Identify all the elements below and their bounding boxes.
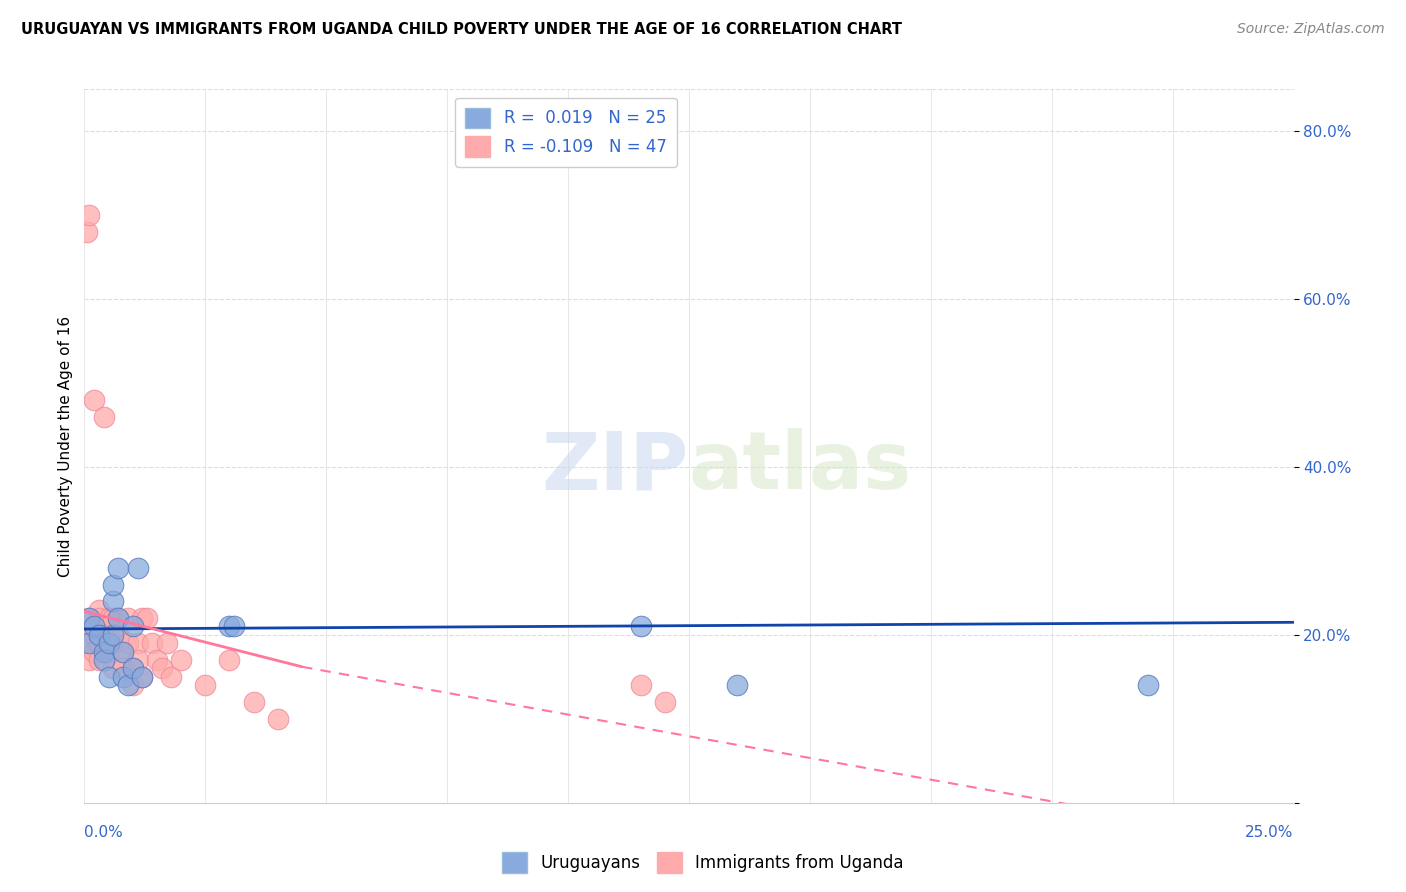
Point: [97, 628, 120, 642]
Point: [93, 628, 115, 642]
Text: 0.0%: 0.0%: [84, 825, 124, 839]
Point: [97, 636, 120, 650]
Point: [87, 603, 110, 617]
Text: ZIP: ZIP: [541, 428, 689, 507]
Point: [76, 225, 98, 239]
Point: [117, 611, 139, 625]
Point: [97, 611, 120, 625]
Point: [112, 670, 135, 684]
Point: [77, 653, 100, 667]
Text: Source: ZipAtlas.com: Source: ZipAtlas.com: [1237, 22, 1385, 37]
Point: [141, 636, 163, 650]
Point: [93, 409, 115, 424]
Point: [103, 611, 125, 625]
Point: [218, 653, 240, 667]
Point: [103, 628, 125, 642]
Point: [93, 645, 115, 659]
Point: [242, 695, 264, 709]
Point: [107, 611, 129, 625]
Point: [83, 619, 105, 633]
Point: [97, 645, 120, 659]
Point: [117, 678, 139, 692]
Point: [103, 577, 125, 591]
Point: [77, 611, 100, 625]
Y-axis label: Child Poverty Under the Age of 16: Child Poverty Under the Age of 16: [58, 316, 73, 576]
Text: URUGUAYAN VS IMMIGRANTS FROM UGANDA CHILD POVERTY UNDER THE AGE OF 16 CORRELATIO: URUGUAYAN VS IMMIGRANTS FROM UGANDA CHIL…: [21, 22, 903, 37]
Point: [87, 611, 110, 625]
Point: [725, 678, 748, 692]
Point: [103, 661, 125, 675]
Point: [127, 636, 149, 650]
Point: [218, 619, 240, 633]
Point: [87, 619, 110, 633]
Point: [112, 645, 135, 659]
Point: [93, 645, 115, 659]
Point: [1137, 678, 1160, 692]
Point: [155, 636, 177, 650]
Point: [87, 653, 110, 667]
Point: [87, 636, 110, 650]
Point: [170, 653, 193, 667]
Point: [77, 636, 100, 650]
Legend: R =  0.019   N = 25, R = -0.109   N = 47: R = 0.019 N = 25, R = -0.109 N = 47: [456, 97, 676, 167]
Point: [97, 670, 120, 684]
Point: [127, 560, 149, 574]
Point: [654, 695, 676, 709]
Point: [77, 208, 100, 222]
Point: [160, 670, 183, 684]
Point: [83, 645, 105, 659]
Point: [83, 628, 105, 642]
Point: [103, 594, 125, 608]
Point: [121, 661, 143, 675]
Point: [121, 619, 143, 633]
Point: [77, 636, 100, 650]
Point: [107, 560, 129, 574]
Point: [194, 678, 217, 692]
Point: [131, 670, 153, 684]
Point: [103, 636, 125, 650]
Point: [107, 611, 129, 625]
Text: atlas: atlas: [689, 428, 912, 507]
Point: [117, 636, 139, 650]
Point: [136, 611, 159, 625]
Point: [131, 611, 153, 625]
Point: [77, 611, 100, 625]
Point: [121, 661, 143, 675]
Point: [224, 619, 246, 633]
Text: 25.0%: 25.0%: [1246, 825, 1294, 839]
Point: [146, 653, 169, 667]
Point: [83, 392, 105, 407]
Point: [630, 619, 652, 633]
Point: [131, 670, 153, 684]
Point: [267, 712, 290, 726]
Legend: Uruguayans, Immigrants from Uganda: Uruguayans, Immigrants from Uganda: [495, 846, 911, 880]
Point: [112, 645, 135, 659]
Point: [93, 653, 115, 667]
Point: [150, 661, 173, 675]
Point: [112, 661, 135, 675]
Point: [127, 653, 149, 667]
Point: [107, 628, 129, 642]
Point: [87, 628, 110, 642]
Point: [121, 678, 143, 692]
Point: [630, 678, 652, 692]
